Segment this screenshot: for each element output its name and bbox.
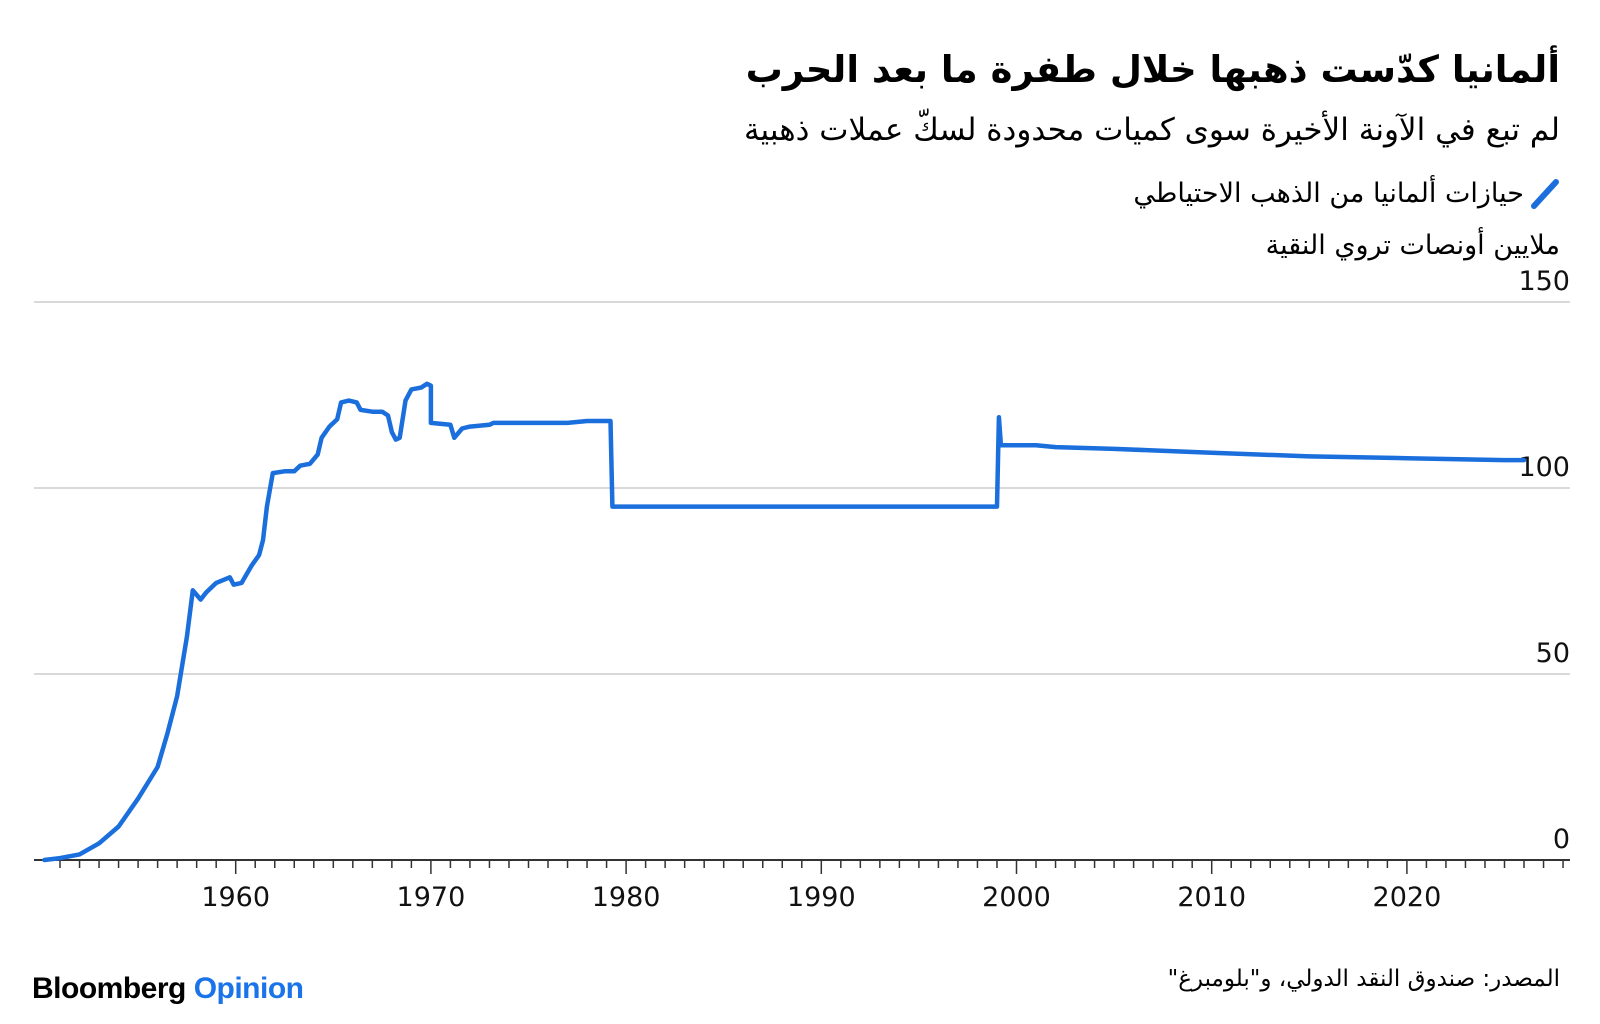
chart-subtitle: لم تبع في الآونة الأخيرة سوى كميات محدود…: [743, 112, 1560, 148]
legend: حيازات ألمانيا من الذهب الاحتياطي: [1133, 176, 1560, 210]
legend-line-icon: [1531, 179, 1559, 209]
x-tick-label: 1960: [201, 882, 270, 913]
y-tick-label: 150: [1518, 266, 1570, 297]
x-tick-label: 2000: [982, 882, 1051, 913]
y-axis-unit-label: ملايين أونصات تروي النقية: [1265, 230, 1560, 261]
brand-logo: Bloomberg Opinion: [32, 972, 304, 1006]
x-tick-label: 2020: [1373, 882, 1442, 913]
chart-title: ألمانيا كدّست ذهبها خلال طفرة ما بعد الح…: [745, 48, 1560, 91]
x-tick-label: 1990: [787, 882, 856, 913]
y-tick-label: 0: [1553, 824, 1570, 855]
x-tick-label: 1970: [397, 882, 466, 913]
series-line-gold-reserves: [42, 381, 1527, 863]
brand-name: Bloomberg: [32, 972, 186, 1005]
brand-section: Opinion: [193, 972, 304, 1005]
legend-label: حيازات ألمانيا من الذهب الاحتياطي: [1133, 177, 1524, 209]
x-tick-label: 1980: [592, 882, 661, 913]
source-note: المصدر: صندوق النقد الدولي، و"بلومبرغ": [1167, 966, 1560, 992]
x-tick-label: 2010: [1177, 882, 1246, 913]
y-tick-label: 50: [1536, 638, 1570, 669]
y-tick-label: 100: [1518, 452, 1570, 483]
